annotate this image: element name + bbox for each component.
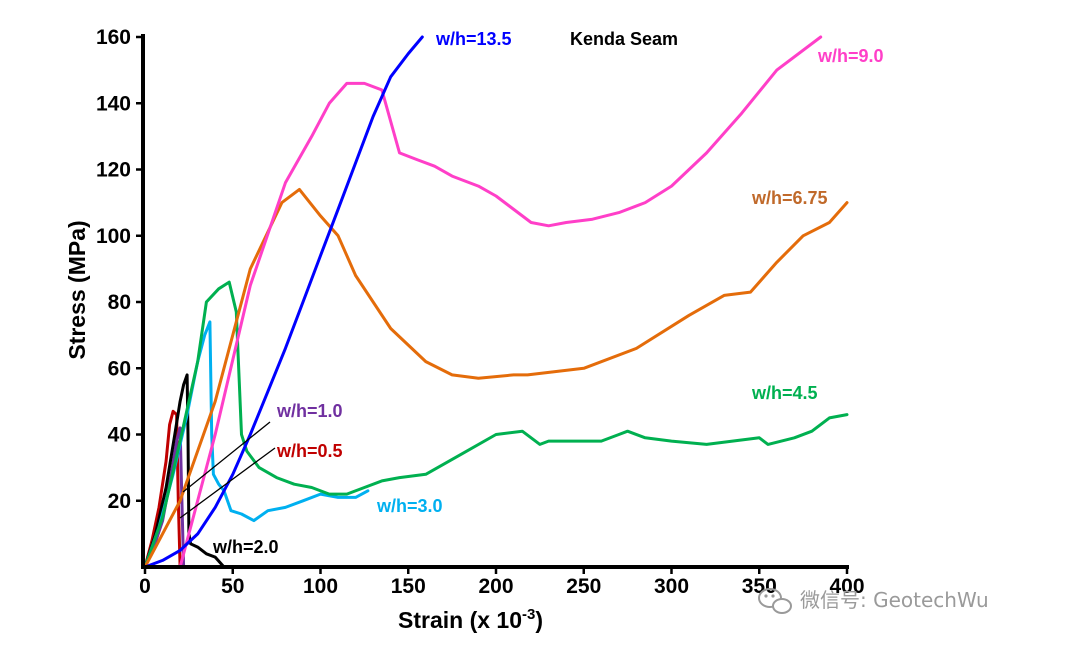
series-label-wh30: w/h=3.0 bbox=[376, 496, 443, 516]
x-tick-label: 400 bbox=[829, 575, 864, 598]
y-tick-label: 140 bbox=[96, 92, 131, 115]
ticks-layer: 0 50 100 150 200 250 300 350 400 20 40 60 80 100 120 14… bbox=[96, 26, 865, 598]
x-tick-label: 350 bbox=[742, 575, 777, 598]
wechat-icon bbox=[758, 588, 792, 614]
series-label-wh675: w/h=6.75 bbox=[751, 188, 828, 208]
watermark: 微信号: GeotechWu bbox=[758, 588, 989, 614]
series-label-wh05: w/h=0.5 bbox=[276, 441, 343, 461]
leader-line-wh10 bbox=[182, 421, 271, 493]
y-tick-label: 20 bbox=[108, 490, 131, 513]
x-tick-label: 100 bbox=[303, 575, 338, 598]
series-line-w-h-0-5 bbox=[143, 409, 182, 569]
series-label-wh10: w/h=1.0 bbox=[276, 401, 343, 421]
watermark-text: 微信号: GeotechWu bbox=[800, 588, 989, 612]
y-tick-label: 40 bbox=[108, 424, 131, 447]
series-line-w-h-6-75 bbox=[143, 187, 849, 569]
series-line-w-h-1-0 bbox=[143, 426, 186, 569]
x-tick-label: 0 bbox=[139, 575, 151, 598]
series-line-w-h-9-0 bbox=[178, 35, 823, 569]
y-tick-label: 160 bbox=[96, 26, 131, 49]
chart-title: Kenda Seam bbox=[570, 29, 678, 49]
x-axis-label: Strain (x 10-3) bbox=[398, 606, 543, 633]
curves-layer bbox=[143, 35, 849, 569]
y-tick-label: 120 bbox=[96, 159, 131, 182]
x-tick-label: 50 bbox=[221, 575, 244, 598]
series-line-w-h-13-5 bbox=[143, 35, 424, 569]
series-label-wh90: w/h=9.0 bbox=[817, 46, 884, 66]
series-line-w-h-4-5 bbox=[143, 280, 849, 569]
x-tick-label: 200 bbox=[478, 575, 513, 598]
y-tick-label: 80 bbox=[108, 291, 131, 314]
series-label-wh20: w/h=2.0 bbox=[212, 537, 279, 557]
x-tick-label: 300 bbox=[654, 575, 689, 598]
leader-line-wh05 bbox=[179, 447, 276, 519]
series-label-wh135: w/h=13.5 bbox=[435, 29, 512, 49]
series-label-wh45: w/h=4.5 bbox=[751, 383, 818, 403]
y-tick-label: 100 bbox=[96, 225, 131, 248]
y-axis-label: Stress (MPa) bbox=[64, 220, 90, 359]
y-tick-label: 60 bbox=[108, 357, 131, 380]
x-tick-label: 150 bbox=[391, 575, 426, 598]
x-tick-label: 250 bbox=[566, 575, 601, 598]
